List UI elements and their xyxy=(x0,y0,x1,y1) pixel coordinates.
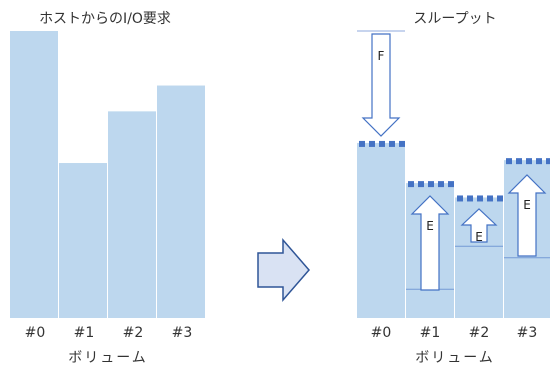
right-tick-label: #1 xyxy=(420,325,441,341)
throughput-cap-mark xyxy=(467,195,473,202)
left-tick-label: #1 xyxy=(74,325,95,341)
right-tick-labels: #0 #1 #2 #3 xyxy=(371,325,538,341)
arrow-e-label: E xyxy=(523,198,531,212)
arrow-down-icon xyxy=(361,33,401,137)
throughput-cap-mark xyxy=(487,195,493,202)
right-bar xyxy=(357,142,405,318)
throughput-cap-mark xyxy=(438,181,444,188)
throughput-cap-mark xyxy=(359,140,365,147)
throughput-cap-mark xyxy=(399,140,405,147)
right-arrows: F E E E xyxy=(361,33,547,291)
left-x-axis-label: ボリューム xyxy=(68,350,148,366)
right-panel-title: スループット xyxy=(413,11,496,27)
throughput-cap-mark xyxy=(428,181,434,188)
throughput-cap-mark xyxy=(526,158,532,165)
arrow-e-label: E xyxy=(426,219,434,233)
left-bar xyxy=(59,163,107,318)
left-bar xyxy=(10,31,58,318)
left-bars xyxy=(10,31,205,318)
right-panel: スループット F E E E #0 #1 #2 #3 ボリューム xyxy=(357,11,550,366)
arrow-up-icon xyxy=(410,195,450,291)
throughput-cap-mark xyxy=(379,140,385,147)
left-panel-title: ホストからのI/O要求 xyxy=(39,11,171,27)
left-tick-label: #2 xyxy=(123,325,144,341)
right-x-axis-label: ボリューム xyxy=(415,350,495,366)
throughput-cap-mark xyxy=(369,140,375,147)
right-tick-label: #2 xyxy=(469,325,490,341)
throughput-cap-mark xyxy=(497,195,503,202)
throughput-cap-mark xyxy=(516,158,522,165)
arrow-up-icon xyxy=(507,174,547,257)
left-tick-label: #0 xyxy=(25,325,46,341)
left-panel: ホストからのI/O要求 #0 #1 #2 #3 ボリューム xyxy=(10,11,205,366)
throughput-cap-mark xyxy=(477,195,483,202)
throughput-cap-mark xyxy=(536,158,542,165)
throughput-cap-mark xyxy=(546,158,550,165)
left-tick-label: #3 xyxy=(172,325,193,341)
left-bar xyxy=(157,85,205,318)
throughput-cap-mark xyxy=(506,158,512,165)
right-arrow-icon xyxy=(257,237,310,303)
throughput-cap-mark xyxy=(389,140,395,147)
left-bar xyxy=(108,111,156,318)
throughput-cap-mark xyxy=(418,181,424,188)
arrow-up-icon xyxy=(460,208,498,243)
throughput-cap-mark xyxy=(408,181,414,188)
arrow-e-label: E xyxy=(475,230,483,244)
throughput-cap-mark xyxy=(448,181,454,188)
throughput-cap-mark xyxy=(457,195,463,202)
left-tick-labels: #0 #1 #2 #3 xyxy=(25,325,193,341)
right-tick-label: #0 xyxy=(371,325,392,341)
arrow-f-label: F xyxy=(378,49,385,63)
right-tick-label: #3 xyxy=(517,325,538,341)
